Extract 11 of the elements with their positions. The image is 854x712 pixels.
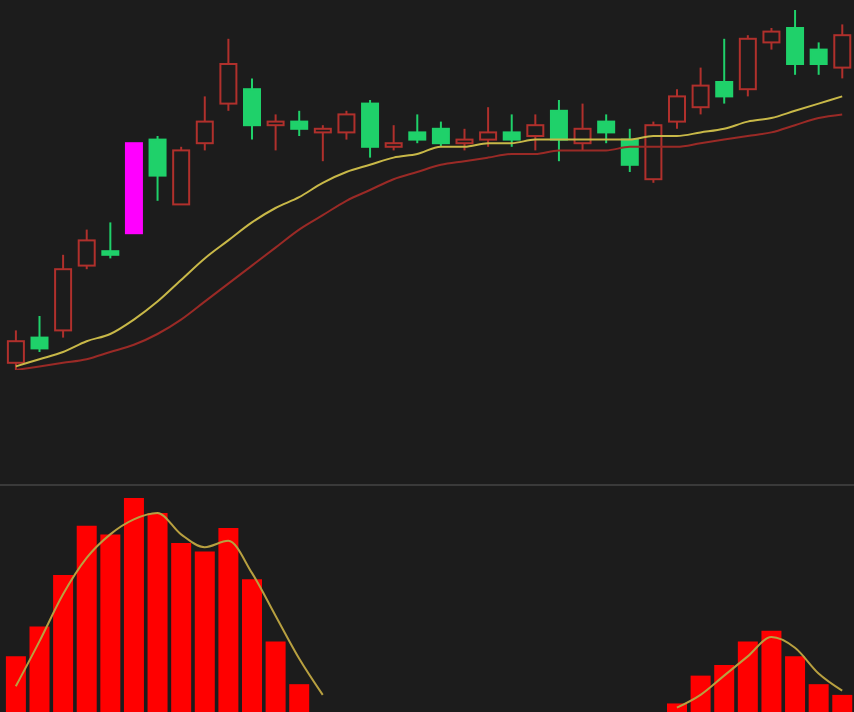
candlestick [549,99,568,163]
candlestick [266,113,285,152]
bar [785,656,806,712]
candlestick [243,77,261,141]
bar [242,579,262,712]
candlestick [715,37,734,105]
bar [5,656,26,712]
bar [123,498,144,712]
candlestick [54,253,73,339]
candlestick [809,41,828,76]
candlestick [786,10,805,76]
